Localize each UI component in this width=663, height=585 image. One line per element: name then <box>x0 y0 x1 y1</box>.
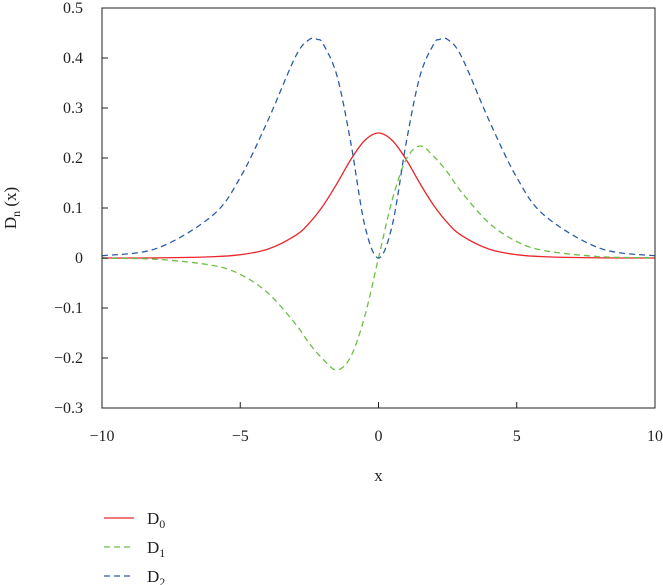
y-tick-label: −0.2 <box>54 350 83 367</box>
legend-label-d0: D0 <box>147 509 165 531</box>
x-axis-ticks: −10 −5 0 5 10 <box>89 402 663 445</box>
x-tick-label: −10 <box>89 428 114 445</box>
y-axis-ticks: −0.3 −0.2 −0.1 0 0.1 0.2 0.3 0.4 0.5 <box>54 0 108 417</box>
y-tick-label: 0.3 <box>63 100 83 117</box>
y-axis-label-base: D <box>1 217 20 229</box>
legend-label-d1: D1 <box>147 538 165 560</box>
plot-frame <box>101 7 656 409</box>
y-tick-label: 0.4 <box>63 50 83 67</box>
x-tick-label: 10 <box>647 428 663 445</box>
legend-label-sub: 1 <box>159 546 165 560</box>
y-tick-label: −0.3 <box>54 400 83 417</box>
legend-label-base: D <box>147 509 159 528</box>
series-line-d2 <box>101 37 656 259</box>
x-axis-label: x <box>374 466 383 485</box>
legend-label-base: D <box>147 567 159 585</box>
x-tick-label: 5 <box>513 428 521 445</box>
legend-label-d2: D2 <box>147 567 165 585</box>
y-axis-label: Dn (x) <box>1 187 23 229</box>
y-tick-label: 0.1 <box>63 200 83 217</box>
x-tick-label: 0 <box>375 428 383 445</box>
y-tick-label: 0.5 <box>63 0 83 17</box>
y-axis-label-sub: n <box>9 211 23 217</box>
legend-label-sub: 0 <box>159 517 165 531</box>
x-tick-label: −5 <box>232 428 249 445</box>
y-tick-label: 0.2 <box>63 150 83 167</box>
series-line-d0 <box>101 132 656 259</box>
legend-label-base: D <box>147 538 159 557</box>
series-lines <box>101 37 656 371</box>
legend-label-sub: 2 <box>159 575 165 585</box>
y-axis-label-rest: (x) <box>1 187 20 211</box>
y-tick-label: 0 <box>75 250 83 267</box>
y-tick-label: −0.1 <box>54 300 83 317</box>
